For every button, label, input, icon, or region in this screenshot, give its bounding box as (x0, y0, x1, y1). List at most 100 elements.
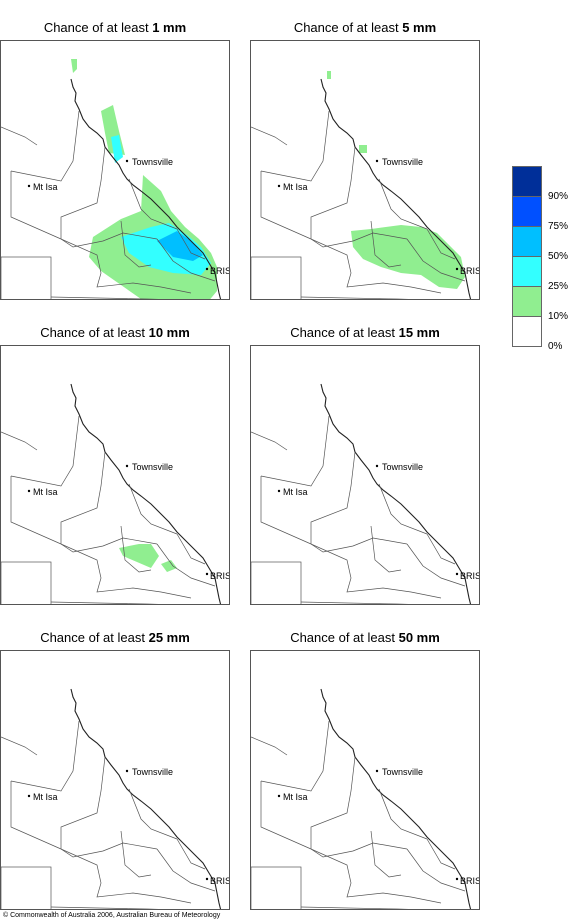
coastline (70, 688, 222, 909)
map-panel-1mm: Townsville Mt Isa BRIS (0, 40, 230, 300)
district-border (156, 543, 216, 587)
townsville-marker (375, 159, 379, 163)
queensland-map: Townsville Mt Isa BRIS (1, 383, 229, 604)
mt_isa-label: Mt Isa (33, 792, 58, 802)
district-border (176, 228, 206, 260)
district-border (60, 537, 158, 553)
district-border (260, 476, 312, 545)
district-border (120, 220, 152, 268)
panel-title-50mm: Chance of at least 50 mm (290, 630, 440, 645)
district-border (251, 736, 288, 756)
panel-title-1mm: Chance of at least 1 mm (43, 20, 187, 35)
queensland-map: Townsville Mt Isa BRIS (1, 688, 230, 909)
brisbane-marker (205, 572, 209, 576)
panel-title-10mm: Chance of at least 10 mm (40, 325, 190, 340)
district-border (10, 415, 80, 487)
brisbane-label: BRIS (460, 876, 480, 886)
panel-title-5mm: Chance of at least 5 mm (293, 20, 437, 35)
map-panel-10mm: Townsville Mt Isa BRIS (0, 345, 230, 605)
district-border (176, 838, 206, 870)
coastline (320, 688, 472, 909)
rainfall-area (71, 59, 77, 73)
rainfall-area (161, 560, 177, 572)
mt_isa-marker (27, 184, 31, 188)
state-border-box (251, 561, 302, 604)
map-panel-5mm: Townsville Mt Isa BRIS (250, 40, 480, 300)
legend-swatch-10 (512, 286, 542, 317)
brisbane-marker (455, 877, 459, 881)
district-border (426, 228, 456, 260)
district-border (310, 537, 408, 553)
district-border (120, 525, 152, 573)
district-border (370, 830, 402, 878)
district-border (156, 238, 216, 282)
mt_isa-label: Mt Isa (33, 487, 58, 497)
rainfall-area (111, 135, 123, 163)
district-border (260, 171, 312, 240)
townsville-marker (375, 464, 379, 468)
panel-title-25mm: Chance of at least 25 mm (40, 630, 190, 645)
district-border (50, 296, 159, 299)
district-border (60, 146, 106, 239)
district-border (310, 232, 408, 248)
queensland-map: Townsville Mt Isa BRIS (1, 59, 230, 299)
district-border (128, 788, 178, 840)
district-border (260, 720, 330, 792)
district-border (310, 756, 356, 849)
district-border (10, 171, 62, 240)
mt_isa-label: Mt Isa (33, 182, 58, 192)
townsville-label: Townsville (132, 462, 173, 472)
legend-label-10: 10% (548, 311, 569, 322)
legend-swatch-0 (512, 316, 542, 347)
townsville-marker (375, 769, 379, 773)
district-border (60, 238, 192, 294)
mt_isa-marker (27, 794, 31, 798)
queensland-map: Townsville Mt Isa BRIS (251, 71, 479, 299)
townsville-label: Townsville (382, 462, 423, 472)
district-border (300, 296, 409, 299)
district-border (50, 906, 159, 909)
townsville-label: Townsville (132, 157, 173, 167)
mt_isa-marker (277, 794, 281, 798)
district-border (260, 415, 330, 487)
district-border (50, 601, 159, 604)
district-border (426, 533, 456, 565)
state-border-box (251, 866, 302, 909)
townsville-marker (125, 464, 129, 468)
district-border (120, 830, 152, 878)
district-border (260, 110, 330, 182)
brisbane-marker (205, 267, 209, 271)
townsville-marker (125, 159, 129, 163)
legend-label-0: 0% (548, 341, 563, 352)
brisbane-label: BRIS (460, 571, 480, 581)
district-border (310, 848, 442, 904)
district-border (10, 720, 80, 792)
district-border (426, 838, 456, 870)
mt_isa-marker (277, 184, 281, 188)
legend-swatch-75 (512, 196, 542, 227)
district-border (251, 126, 288, 146)
townsville-label: Townsville (382, 767, 423, 777)
mt_isa-marker (27, 489, 31, 493)
townsville-label: Townsville (382, 157, 423, 167)
copyright-notice: © Commonwealth of Australia 2006, Austra… (3, 912, 221, 919)
district-border (370, 220, 402, 268)
panel-title-15mm: Chance of at least 15 mm (290, 325, 440, 340)
mt_isa-marker (277, 489, 281, 493)
coastline (320, 383, 472, 604)
district-border (251, 431, 288, 451)
coastline (70, 383, 222, 604)
district-border (60, 756, 106, 849)
legend-label-25: 25% (548, 281, 569, 292)
district-border (300, 601, 409, 604)
mt_isa-label: Mt Isa (283, 182, 308, 192)
district-border (310, 146, 356, 239)
brisbane-label: BRIS (210, 266, 230, 276)
townsville-marker (125, 769, 129, 773)
brisbane-label: BRIS (210, 876, 230, 886)
district-border (10, 781, 62, 850)
district-border (60, 232, 158, 248)
district-border (378, 788, 428, 840)
rainfall-area (359, 145, 367, 153)
legend-label-50: 50% (548, 251, 569, 262)
